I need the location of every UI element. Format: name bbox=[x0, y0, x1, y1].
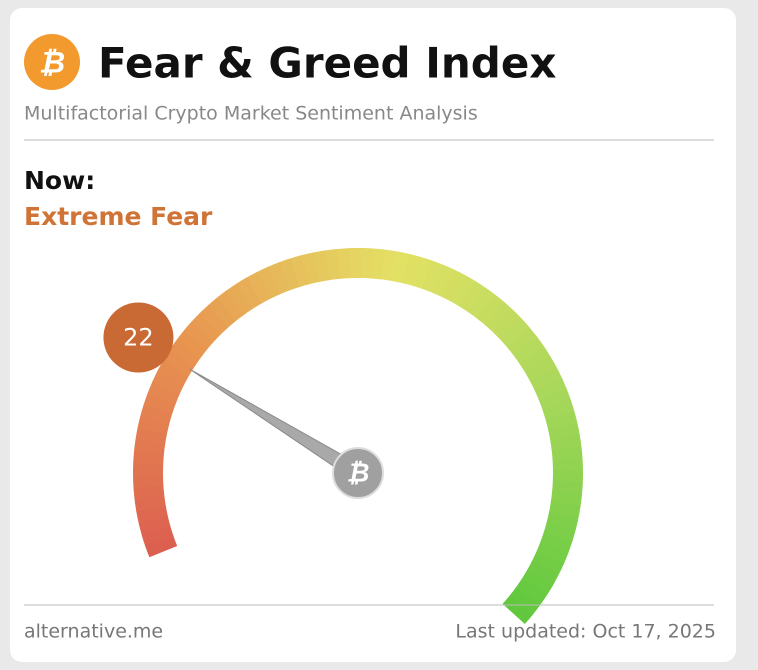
gauge-arc bbox=[401, 253, 421, 286]
gauge-arc bbox=[138, 515, 171, 535]
gauge-arc bbox=[302, 252, 321, 285]
bitcoin-symbol: ₿ bbox=[39, 46, 65, 81]
gauge-arc bbox=[135, 427, 168, 445]
value-label: 22 bbox=[123, 324, 154, 352]
gauge-arc bbox=[543, 521, 576, 542]
gauge-arc bbox=[450, 274, 476, 307]
gauge-arc bbox=[381, 249, 398, 282]
gauge-arc bbox=[509, 587, 541, 615]
gauge-arc bbox=[152, 371, 185, 395]
gauge-arc bbox=[545, 411, 578, 431]
gauge-arc bbox=[226, 283, 254, 315]
title: Fear & Greed Index bbox=[98, 39, 556, 88]
gauge-arc bbox=[542, 399, 575, 421]
gauge-arc bbox=[484, 301, 514, 333]
gauge-arc bbox=[157, 360, 190, 386]
gauge-arc bbox=[499, 318, 530, 348]
gauge-arc bbox=[421, 260, 444, 293]
gauge-arc bbox=[519, 346, 551, 373]
gauge-arc bbox=[290, 254, 311, 288]
gauge-arc bbox=[141, 525, 174, 547]
gauge-arc bbox=[147, 381, 180, 405]
gauge-arc bbox=[476, 294, 505, 326]
gauge-arc bbox=[360, 248, 374, 279]
gauge-arc bbox=[313, 250, 331, 282]
gauge-arc bbox=[268, 262, 291, 295]
gauge-arc bbox=[548, 501, 581, 519]
gauge-arc bbox=[540, 531, 573, 553]
gauge-arc bbox=[431, 264, 455, 297]
gauge-arc bbox=[190, 313, 221, 343]
gauge-arc bbox=[534, 377, 567, 401]
gauge-arc bbox=[513, 336, 545, 364]
gauge-arc bbox=[538, 388, 571, 411]
gauge-arc bbox=[546, 511, 579, 531]
gauge-arc bbox=[133, 484, 165, 500]
gauge-arc bbox=[459, 280, 486, 313]
gauge-arc bbox=[279, 258, 301, 291]
gauge-arc bbox=[145, 535, 178, 558]
gauge-arc bbox=[217, 290, 245, 322]
gauge-arc bbox=[134, 495, 166, 512]
gauge-arc bbox=[140, 404, 173, 424]
gauge-arc bbox=[183, 321, 214, 351]
gauge-arc bbox=[137, 415, 170, 435]
gauge-arc bbox=[468, 287, 496, 319]
gauge-arc bbox=[536, 541, 569, 564]
gauge-arc bbox=[492, 309, 522, 340]
gauge-arc bbox=[257, 266, 281, 299]
gauge-arc bbox=[207, 297, 237, 328]
gauge-arc bbox=[143, 392, 176, 414]
gauge-arc bbox=[521, 569, 554, 596]
gauge-arc bbox=[133, 451, 164, 465]
gauge-arc bbox=[531, 551, 565, 575]
gauge-arc bbox=[550, 491, 583, 507]
gauge-arc bbox=[175, 330, 207, 359]
classification: Extreme Fear bbox=[24, 202, 213, 231]
value-badge bbox=[103, 302, 174, 373]
hub-symbol: ₿ bbox=[347, 459, 370, 489]
gauge-arc bbox=[548, 422, 580, 441]
gauge-arc bbox=[411, 256, 433, 289]
gauge-arc bbox=[526, 560, 559, 586]
gauge-arc bbox=[337, 248, 352, 279]
gauge-arc bbox=[441, 269, 466, 302]
gauge-arc bbox=[524, 356, 557, 382]
gauge-arc bbox=[134, 439, 166, 455]
bitcoin-logo bbox=[24, 34, 80, 90]
gauge-arc bbox=[502, 595, 533, 624]
gauge-arc bbox=[529, 366, 563, 391]
gauge-arc bbox=[169, 340, 201, 368]
gauge-arc bbox=[199, 305, 229, 335]
subtitle: Multifactorial Crypto Market Sentiment A… bbox=[24, 103, 478, 125]
gauge-arc bbox=[136, 505, 168, 524]
gauge-arc bbox=[391, 251, 410, 284]
gauge-arc bbox=[550, 434, 582, 451]
last-updated: Last updated: Oct 17, 2025 bbox=[455, 621, 716, 643]
gauge-arc bbox=[551, 446, 583, 461]
gauge-arc bbox=[515, 578, 548, 606]
now-label: Now: bbox=[24, 166, 95, 195]
needle-hub bbox=[332, 447, 384, 499]
gauge-arc bbox=[552, 480, 583, 495]
gauge-arc bbox=[162, 350, 195, 377]
gauge-arc bbox=[371, 248, 386, 280]
gauge-arc bbox=[246, 271, 272, 304]
gauge-arc bbox=[506, 327, 538, 356]
source: alternative.me bbox=[24, 621, 163, 643]
gauge-arc bbox=[236, 277, 263, 309]
gauge-arc bbox=[325, 248, 341, 281]
